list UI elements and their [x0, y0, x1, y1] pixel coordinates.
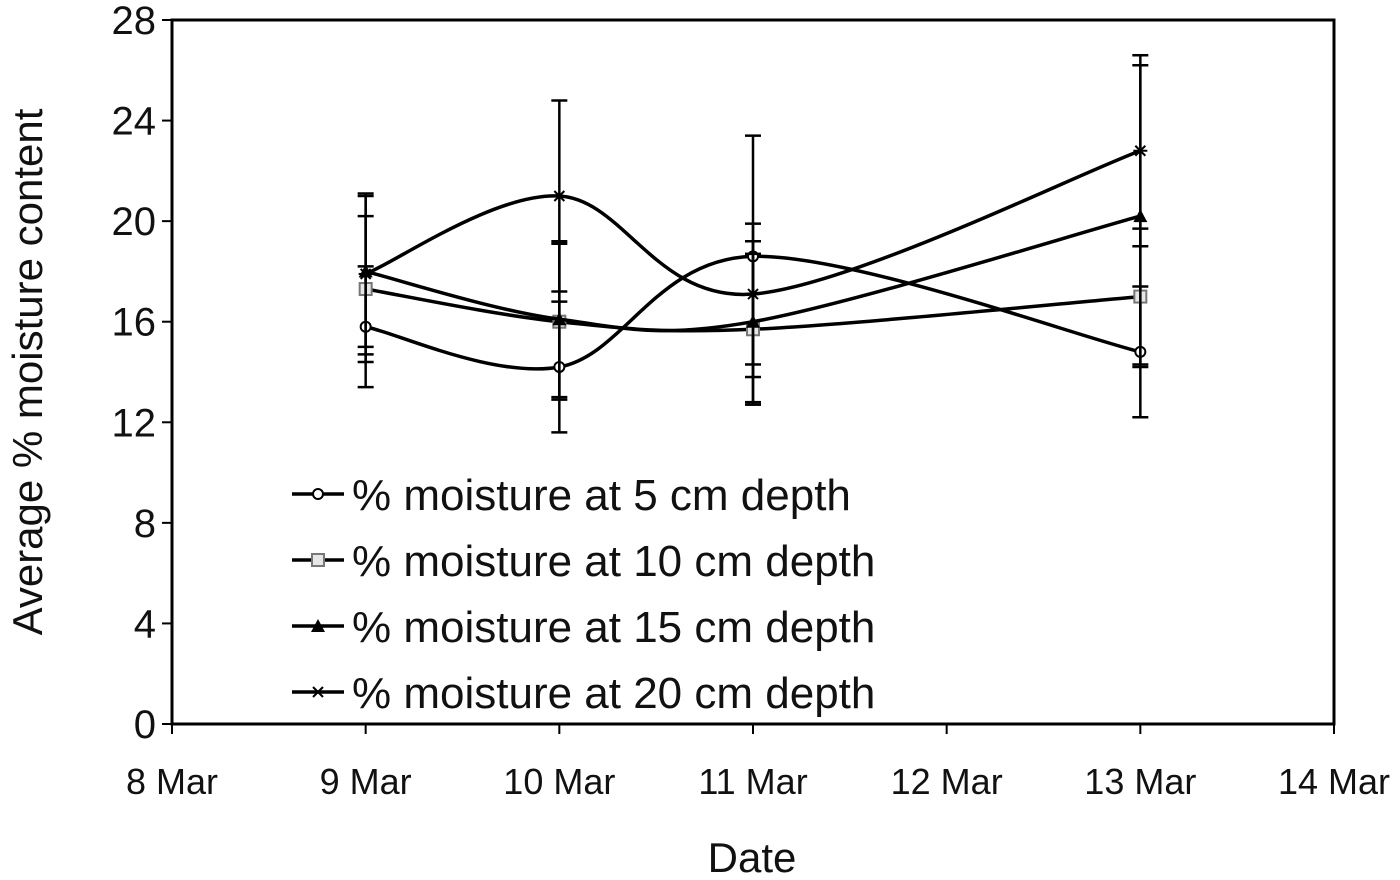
legend-item-2: % moisture at 10 cm depth — [292, 537, 875, 586]
series-4 — [357, 53, 1149, 366]
axes-layer: 0 4 8 12 16 20 24 28 8 Mar 9 Mar 10 Mar 11 Mar 12 Ma… — [112, 0, 1391, 802]
series-line — [365, 214, 1141, 333]
x-tick-label: 11 Mar — [698, 761, 807, 802]
series-layer — [357, 53, 1149, 434]
data-point — [552, 312, 567, 326]
legend: % moisture at 5 cm depth % moisture at 10… — [292, 471, 875, 718]
legend-label: % moisture at 20 cm depth — [352, 669, 875, 718]
legend-marker — [311, 553, 325, 567]
x-tick-label: 8 Mar — [126, 761, 218, 802]
marker-square — [311, 553, 325, 567]
legend-marker — [312, 488, 324, 500]
data-point — [552, 190, 567, 202]
marker-star-d2 — [312, 686, 324, 698]
y-tick-label: 16 — [112, 301, 157, 345]
marker-circle — [312, 488, 324, 500]
data-point — [1133, 145, 1148, 157]
y-tick-label: 28 — [112, 0, 157, 43]
series-line — [365, 254, 1141, 371]
y-axis-title: Average % moisture content — [4, 108, 51, 635]
marker-star-d2 — [747, 288, 759, 300]
data-point — [746, 288, 760, 300]
marker-triangle — [311, 619, 325, 632]
series-line — [365, 149, 1141, 297]
marker-star-d2 — [553, 190, 566, 202]
x-tick-label: 9 Mar — [320, 761, 412, 802]
marker-star-d2 — [1134, 145, 1147, 157]
y-tick-label: 4 — [134, 602, 156, 646]
y-tick-label: 12 — [112, 401, 157, 445]
x-tick-label: 13 Mar — [1084, 761, 1196, 802]
x-axis-title: Date — [708, 834, 797, 880]
data-point — [358, 268, 373, 280]
legend-marker — [311, 686, 325, 698]
legend-marker — [311, 619, 325, 632]
legend-label: % moisture at 10 cm depth — [352, 537, 875, 586]
legend-label: % moisture at 15 cm depth — [352, 603, 875, 652]
legend-item-1: % moisture at 5 cm depth — [292, 471, 851, 520]
y-tick-label: 0 — [134, 703, 156, 747]
y-tick-label: 8 — [134, 502, 156, 546]
x-tick-label: 12 Mar — [891, 761, 1003, 802]
marker-star-d2 — [359, 268, 372, 280]
x-tick-label: 10 Mar — [503, 761, 615, 802]
x-tick-label: 14 Mar — [1278, 761, 1390, 802]
legend-item-4: % moisture at 20 cm depth — [292, 669, 875, 718]
y-tick-label: 20 — [112, 200, 157, 244]
legend-label: % moisture at 5 cm depth — [352, 471, 851, 520]
y-tick-label: 24 — [112, 100, 157, 144]
marker-triangle — [552, 312, 567, 326]
legend-item-3: % moisture at 15 cm depth — [292, 603, 875, 652]
